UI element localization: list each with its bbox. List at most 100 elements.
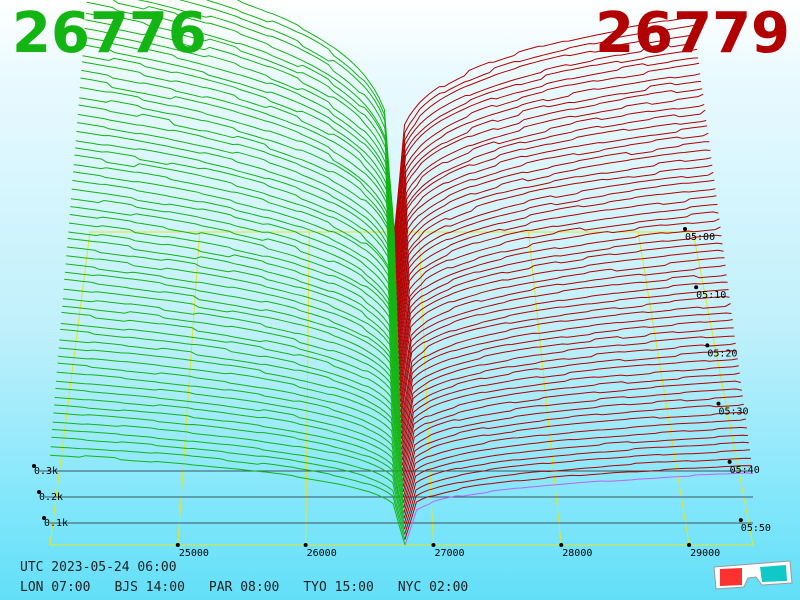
time-tick-marker <box>683 227 687 231</box>
ask-depth-line <box>398 218 720 370</box>
volume-tick-label: 0.1k <box>44 518 68 529</box>
bid-depth-line <box>59 339 403 471</box>
ask-depth-line <box>404 457 752 535</box>
bid-depth-line <box>72 179 400 370</box>
bid-depth-line <box>54 397 405 509</box>
ask-depth-line <box>394 48 698 254</box>
bid-depth-line <box>50 446 406 540</box>
ask-depth-line <box>399 242 723 386</box>
bid-depth-line <box>56 380 404 498</box>
time-tick-label: 05:00 <box>685 232 715 243</box>
ask-depth-line <box>401 342 736 455</box>
ask-depth-line <box>398 204 718 360</box>
bid-depth-line <box>75 147 399 349</box>
volume-tick-marker <box>32 464 36 468</box>
ask-depth-line <box>399 249 724 392</box>
bid-depth-line <box>77 122 399 333</box>
ask-depth-line <box>403 426 747 514</box>
bid-depth-line <box>67 237 401 408</box>
bid-depth-line <box>71 188 400 376</box>
price-tick-marker <box>687 543 692 547</box>
bid-depth-line <box>205 0 396 238</box>
ask-depth-line <box>401 335 735 450</box>
ask-depth-line <box>396 141 710 317</box>
ask-depth-line <box>395 73 701 270</box>
time-tick-label: 05:20 <box>707 348 737 359</box>
price-grid-line <box>528 231 562 546</box>
bid-depth-line <box>86 1 396 259</box>
bid-depth-line <box>236 0 395 233</box>
bid-depth-line <box>81 69 398 302</box>
ask-depth-line <box>396 125 708 307</box>
ask-depth-line <box>396 104 705 291</box>
time-tick-marker <box>727 459 732 464</box>
bid-depth-line <box>60 323 403 461</box>
bid-depth-line <box>74 154 400 355</box>
bid-depth-line <box>58 347 404 477</box>
ask-depth-line <box>396 109 706 296</box>
price-tick-label: 29000 <box>690 548 720 559</box>
price-tick-marker <box>175 543 180 547</box>
bid-depth-line <box>61 311 403 455</box>
ask-depth-line <box>398 226 721 376</box>
ask-depth-line <box>395 88 703 280</box>
ask-depth-line <box>398 195 717 355</box>
ask-depth-line <box>399 274 727 408</box>
bid-depth-line <box>70 206 401 386</box>
ask-depth-line <box>404 472 754 546</box>
timezone-par: PAR 08:00 <box>208 580 280 595</box>
bid-depth-line <box>62 298 403 445</box>
price-tick-label: 28000 <box>562 548 592 559</box>
3d-glasses-icon[interactable] <box>712 555 794 591</box>
timezone-bjs: BJS 14:00 <box>114 580 185 595</box>
bid-depth-line <box>62 305 403 450</box>
price-tick-label: 25000 <box>179 548 209 559</box>
time-tick-marker <box>716 401 721 406</box>
time-tick-label: 05:10 <box>696 290 726 301</box>
ask-depth-line <box>402 403 744 498</box>
ask-depth-line <box>400 303 731 429</box>
ask-depth-line <box>397 171 714 339</box>
bid-depth-line <box>79 87 398 312</box>
utc-time: UTC 2023-05-24 06:00 <box>20 560 177 575</box>
bid-depth-line <box>54 404 405 514</box>
bid-depth-line <box>66 255 402 418</box>
ask-depth-line <box>399 257 725 397</box>
bid-depth-line <box>49 454 406 546</box>
volume-tick-label: 0.2k <box>39 492 63 503</box>
ask-depth-line <box>400 281 728 413</box>
bid-depth-line <box>77 113 399 328</box>
bid-depth-line <box>85 12 397 264</box>
ask-depth-line <box>403 411 745 503</box>
timezone-tyo: TYO 15:00 <box>303 580 374 595</box>
time-tick-marker <box>705 343 710 348</box>
ask-depth-line <box>397 188 716 349</box>
ask-depth-line <box>402 380 741 482</box>
price-grid-line <box>177 231 201 546</box>
time-tick-label: 05:50 <box>741 523 771 534</box>
ask-depth-line <box>402 388 742 487</box>
bid-depth-line <box>137 0 396 248</box>
ask-depth-line <box>401 358 738 466</box>
bid-depth-line <box>69 214 401 392</box>
ask-depth-line <box>402 372 740 477</box>
price-tick-label: 27000 <box>434 548 464 559</box>
time-tick-marker <box>738 518 743 523</box>
ask-depth-line <box>400 295 730 424</box>
bid-depth-line <box>82 55 397 291</box>
bid-depth-line <box>68 231 401 402</box>
volume-tick-marker <box>42 516 46 520</box>
bid-depth-line <box>83 36 397 280</box>
ask-depth-line <box>404 465 753 540</box>
bid-depth-line <box>70 198 400 381</box>
ask-depth-line <box>394 32 696 243</box>
ask-depth-line <box>400 312 732 434</box>
bid-depth-line <box>79 97 398 317</box>
bid-depth-line <box>56 371 404 493</box>
bid-depth-line <box>52 421 405 524</box>
ask-depth-line <box>399 234 722 381</box>
time-tick-label: 05:30 <box>718 407 748 418</box>
price-tick-marker <box>303 543 308 547</box>
bid-depth-line <box>68 222 401 397</box>
